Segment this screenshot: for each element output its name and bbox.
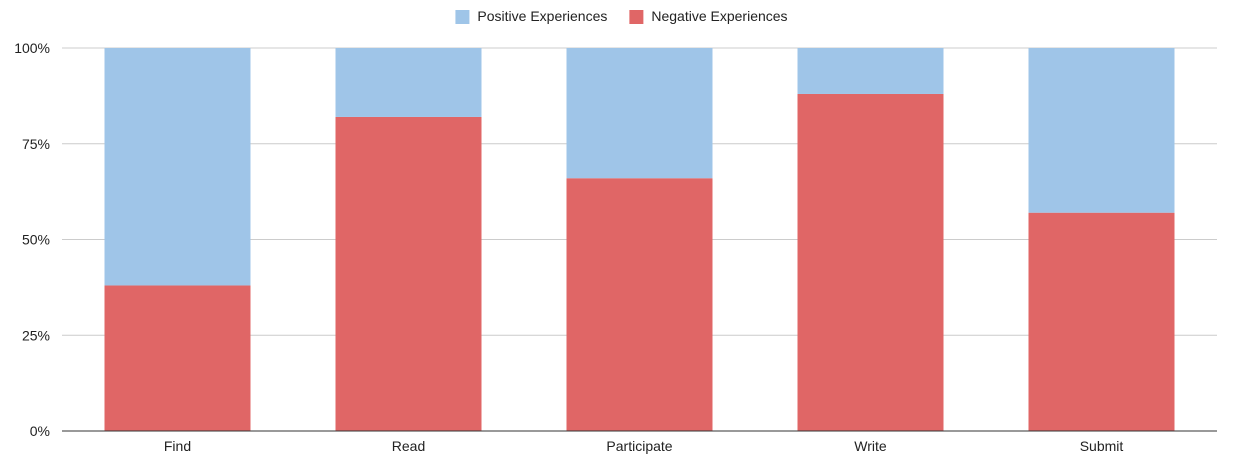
bar-segment-positive-experiences-read [335, 48, 482, 117]
legend: Positive Experiences Negative Experiences [455, 8, 788, 24]
bar-segment-positive-experiences-write [797, 48, 944, 94]
bar-segment-positive-experiences-find [104, 48, 251, 286]
x-tick-label: Read [392, 438, 425, 454]
y-tick-label: 0% [30, 423, 50, 439]
bar-segment-negative-experiences-submit [1028, 212, 1175, 431]
bar-segment-positive-experiences-submit [1028, 48, 1175, 213]
bar-segment-negative-experiences-read [335, 116, 482, 431]
legend-swatch-positive-experiences [455, 10, 470, 24]
y-axis: 0% 25% 50% 75% 100% [14, 40, 50, 439]
y-tick-label: 25% [22, 327, 50, 343]
x-tick-label: Participate [606, 438, 672, 454]
bar-segment-positive-experiences-participate [566, 48, 713, 179]
x-tick-label: Write [854, 438, 887, 454]
y-tick-label: 100% [14, 40, 50, 56]
y-tick-label: 75% [22, 136, 50, 152]
legend-label-positive-experiences: Positive Experiences [477, 8, 607, 24]
legend-swatch-negative-experiences [629, 10, 644, 24]
y-tick-label: 50% [22, 232, 50, 248]
legend-label-negative-experiences: Negative Experiences [651, 8, 787, 24]
bar-segment-negative-experiences-participate [566, 178, 713, 431]
x-tick-label: Find [164, 438, 191, 454]
bar-segment-negative-experiences-find [104, 285, 251, 431]
bars [104, 48, 1175, 432]
x-tick-label: Submit [1080, 438, 1124, 454]
bar-segment-negative-experiences-write [797, 93, 944, 432]
x-axis: Find Read Participate Write Submit [62, 430, 1217, 454]
